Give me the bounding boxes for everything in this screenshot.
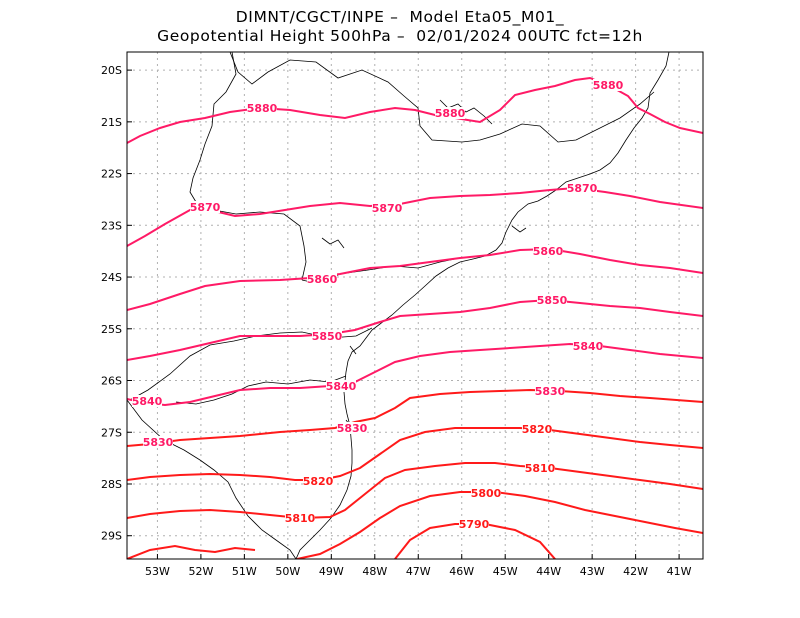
lon-tick-label: 41W xyxy=(667,565,692,578)
bay-islands xyxy=(321,99,527,429)
lon-tick-label: 47W xyxy=(406,565,431,578)
contour-label-background xyxy=(459,518,489,530)
plot-frame xyxy=(126,51,704,560)
contour-label-background xyxy=(535,385,565,397)
contour-label-5840: 5840 xyxy=(573,340,604,353)
lat-tick-label: 24S xyxy=(101,271,122,284)
lat-tick-label: 23S xyxy=(101,219,122,232)
contour-label-5840: 5840 xyxy=(132,395,163,408)
contour-label-5870: 5870 xyxy=(567,182,598,195)
contour-label-background xyxy=(132,395,162,407)
contour-lines xyxy=(127,76,703,559)
contour-label-background xyxy=(372,202,402,214)
lat-tick-label: 20S xyxy=(101,64,122,77)
contour-labels: 5880 5880 5880 5870 5870 5870 5860 5860 5850 5850… xyxy=(132,79,624,531)
contour-label-background xyxy=(303,475,333,487)
contour-label-background xyxy=(471,487,501,499)
lat-tick-label: 22S xyxy=(101,168,122,181)
contour-label-background xyxy=(312,330,342,342)
lat-tick-label: 27S xyxy=(101,426,122,439)
contour-label-5860: 5860 xyxy=(533,245,564,258)
lon-tick-label: 42W xyxy=(623,565,648,578)
contour-5850 xyxy=(127,298,703,361)
coastline xyxy=(295,52,670,559)
lon-tick-label: 49W xyxy=(319,565,344,578)
contour-label-5830: 5830 xyxy=(535,385,566,398)
lon-tick-label: 51W xyxy=(232,565,257,578)
contour-label-5830: 5830 xyxy=(143,436,174,449)
contour-label-background xyxy=(435,107,465,119)
contour-label-5820: 5820 xyxy=(303,475,334,488)
contour-label-background xyxy=(573,340,603,352)
contour-label-5880: 5880 xyxy=(247,102,278,115)
contour-label-5820: 5820 xyxy=(522,423,553,436)
grid-lines xyxy=(127,52,703,559)
contour-label-background xyxy=(522,423,552,435)
contour-label-5810: 5810 xyxy=(285,512,316,525)
contour-label-5850: 5850 xyxy=(537,294,568,307)
contour-label-5860: 5860 xyxy=(307,273,338,286)
contour-label-5830: 5830 xyxy=(337,422,368,435)
contour-label-5870: 5870 xyxy=(190,201,221,214)
lat-tick-label: 21S xyxy=(101,116,122,129)
contour-label-background xyxy=(190,201,220,213)
contour-label-5840: 5840 xyxy=(326,380,357,393)
contour-label-5810: 5810 xyxy=(525,462,556,475)
contour-label-background xyxy=(593,79,623,91)
lon-tick-label: 45W xyxy=(493,565,518,578)
contour-label-background xyxy=(285,512,315,524)
lon-tick-label: 48W xyxy=(362,565,387,578)
state-border-north xyxy=(229,52,655,143)
lat-tick-label: 28S xyxy=(101,478,122,491)
contour-label-5800: 5800 xyxy=(471,487,502,500)
contour-5820 xyxy=(127,427,703,481)
contour-5860 xyxy=(127,247,703,311)
contour-label-5850: 5850 xyxy=(312,330,343,343)
lat-tick-label: 25S xyxy=(101,323,122,336)
lon-tick-label: 43W xyxy=(580,565,605,578)
contour-label-background xyxy=(143,436,173,448)
lon-tick-label: 46W xyxy=(449,565,474,578)
lat-tick-label: 26S xyxy=(101,375,122,388)
contour-label-background xyxy=(525,462,555,474)
lat-tick-label: 29S xyxy=(101,530,122,543)
contour-label-background xyxy=(307,273,337,285)
contour-label-background xyxy=(247,102,277,114)
contour-label-background xyxy=(337,422,367,434)
contour-label-5870: 5870 xyxy=(372,202,403,215)
contour-label-5880: 5880 xyxy=(435,107,466,120)
chart-title-line1: DIMNT/CGCT/INPE – Model Eta05_M01_ xyxy=(235,8,565,26)
contour-5870 xyxy=(127,186,703,247)
contour-label-5790: 5790 xyxy=(459,518,490,531)
contour-label-background xyxy=(533,245,563,257)
lon-tick-label: 44W xyxy=(536,565,561,578)
contour-5800 xyxy=(296,491,703,559)
country-border-south xyxy=(127,399,297,559)
contour-label-background xyxy=(326,380,356,392)
contour-5810 xyxy=(127,462,703,520)
axes: 20S 21S 22S 23S 24S 25S 26S 27S 28S 29S 53W 52W 51W 5… xyxy=(101,64,692,578)
coastline-borders xyxy=(127,52,670,559)
chart-title-line2: Geopotential Height 500hPa – 02/01/2024 … xyxy=(157,27,643,45)
contour-label-background xyxy=(537,294,567,306)
state-border-west xyxy=(189,52,307,281)
lon-tick-label: 50W xyxy=(275,565,300,578)
lon-tick-label: 52W xyxy=(188,565,213,578)
lon-tick-label: 53W xyxy=(145,565,170,578)
contour-5830 xyxy=(127,388,703,447)
state-border-sc-rs xyxy=(175,375,347,405)
contour-label-background xyxy=(567,182,597,194)
contour-5830-southwest xyxy=(127,544,256,559)
contour-label-5880: 5880 xyxy=(593,79,624,92)
